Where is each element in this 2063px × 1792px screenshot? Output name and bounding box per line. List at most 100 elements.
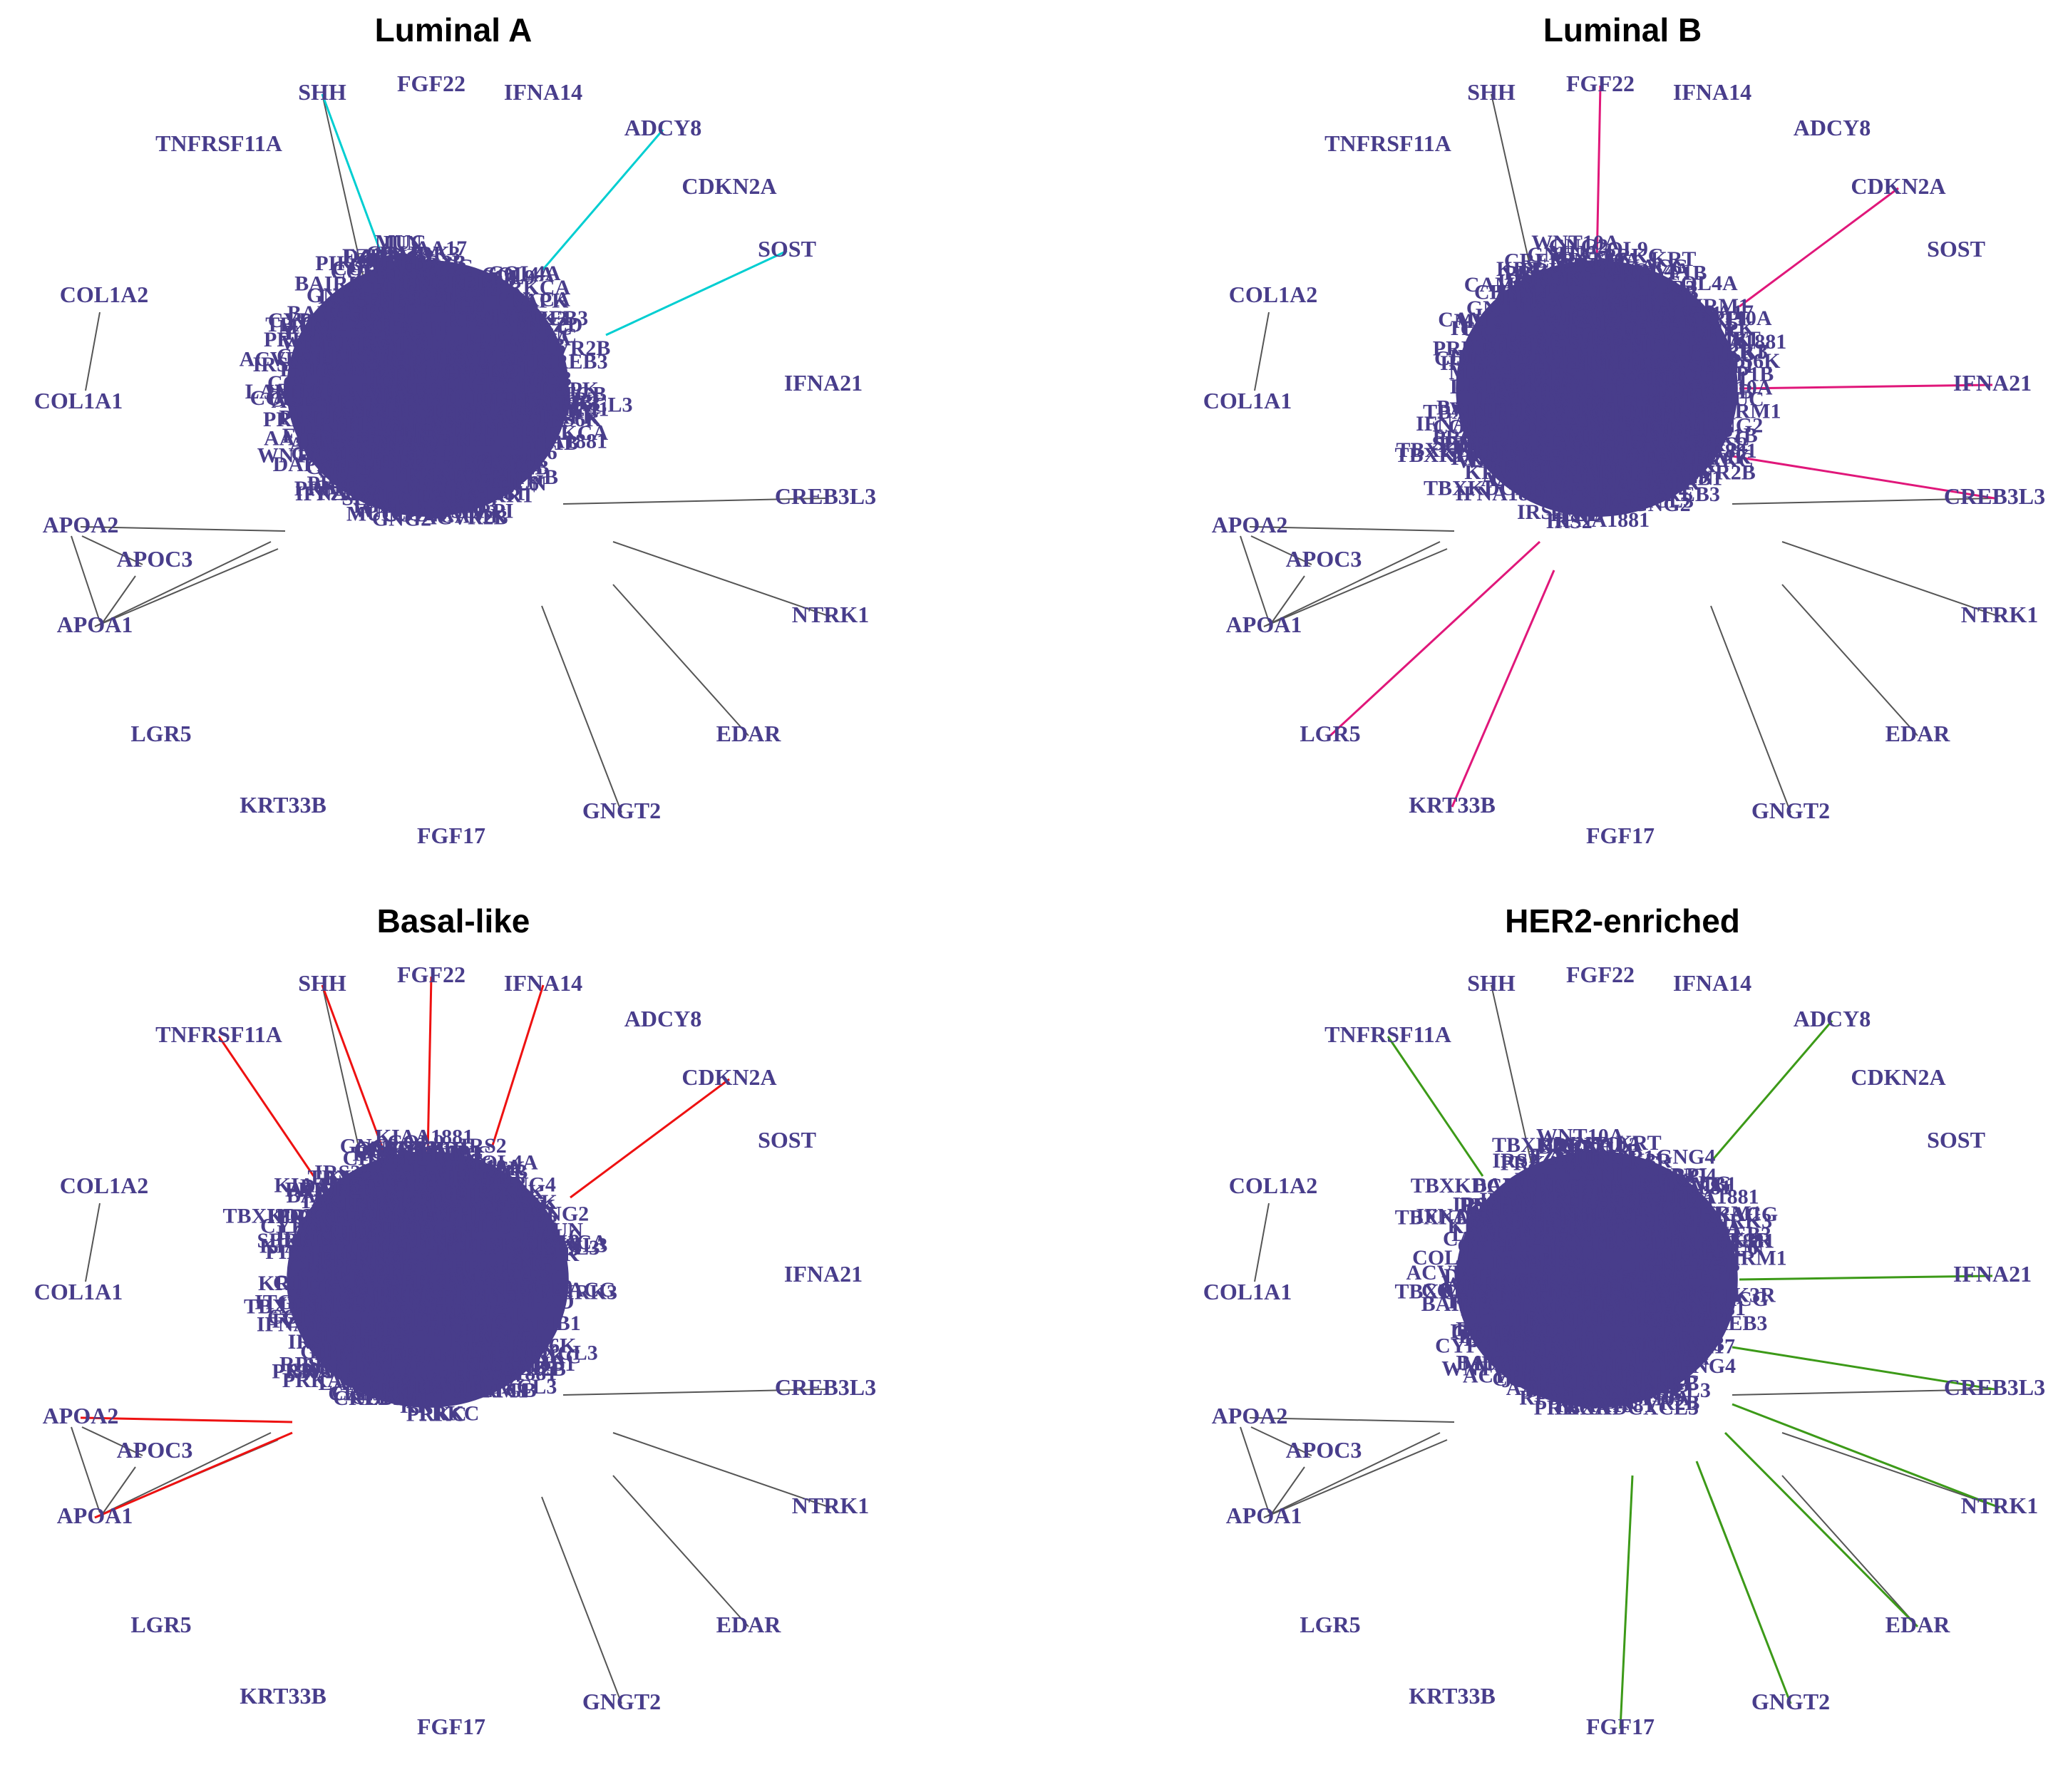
hub-node-label: IFNA1881: [422, 469, 517, 493]
hub-node-label: JUN: [1536, 478, 1578, 501]
hub-node-label: PRKC: [263, 408, 324, 431]
hub-node-label: ACVR2B: [1612, 281, 1699, 304]
hub-node-label: COL6: [1634, 413, 1691, 436]
hub-node-label: DAPK: [539, 406, 600, 429]
gene-node-tnfrsf11a: TNFRSF11A: [1324, 130, 1451, 156]
gene-node-ntrk1: NTRK1: [1961, 602, 2038, 627]
hub-node-label: KRT: [557, 388, 602, 411]
hub-node-label: BAIRK3: [294, 272, 375, 296]
hub-node-label: LAMB1: [393, 438, 468, 462]
hub-node-label: PRKCA: [1638, 352, 1714, 376]
hub-node-label: MUC: [375, 230, 426, 254]
hub-node-label: IFNA1881: [396, 279, 490, 303]
hub-node-label: FZD: [458, 365, 501, 388]
hub-node-label: GNG2: [391, 344, 451, 367]
hub-node-label: PRKACG: [1607, 443, 1700, 466]
edge: [94, 541, 272, 627]
hub-node-label: PRKCA: [387, 283, 463, 307]
hub-node-label: FZD: [411, 446, 454, 470]
hub-node-label: RPS6K: [485, 1232, 553, 1256]
hub-node-label: PRKCA: [302, 330, 378, 354]
hub-node-label: SERPI: [359, 277, 422, 301]
hub-node-label: MUC: [1461, 1352, 1513, 1376]
hub-node-label: IFNA1881: [292, 406, 386, 429]
gene-node-apoc3: APOC3: [1286, 546, 1362, 572]
gene-node-ifna21: IFNA21: [1953, 1261, 2032, 1287]
hub-node-label: PRKC: [512, 316, 572, 340]
hub-node-label: MUC: [497, 370, 548, 393]
hub-node-label: COL6: [329, 303, 386, 326]
gene-node-gngt2: GNGT2: [1751, 1689, 1830, 1714]
highlight-edge-tnfrsf11a: [217, 1036, 315, 1177]
hub-node-label: ACVR2B: [453, 337, 540, 361]
hub-node-label: WNT10A: [257, 444, 346, 468]
hub-node-label: CYP1B: [1556, 443, 1625, 466]
hub-node-label: BAIRK3: [441, 346, 522, 370]
hub-node-label: GNG2: [291, 442, 350, 465]
hub-node-label: CYP1B: [1638, 261, 1707, 284]
hub-node-label: SERPI: [341, 487, 404, 510]
hub-node-label: AA17: [346, 384, 398, 408]
hub-cluster: ACVR2BIRS2JUNJUNCREB3PRKCBAIRK3AA17CYP1B…: [1395, 1124, 1787, 1419]
gene-node-col1a1: COL1A1: [34, 388, 123, 413]
hub-node-label: TBXKDCXCL3: [1550, 304, 1697, 328]
hub-node-label: SERPI: [389, 1270, 451, 1293]
hub-node-label: PRKC: [356, 447, 416, 470]
hub-node-label: KIAA1881: [450, 1329, 548, 1352]
hub-node-label: CHRM1: [381, 419, 460, 443]
hub-node-label: IFNA1881: [1555, 508, 1650, 532]
hub-node-label: CYP1B: [327, 1318, 396, 1342]
hub-node-label: PRKACG: [1433, 337, 1526, 361]
hub-node-label: AA17: [499, 349, 551, 373]
gene-node-gngt2: GNGT2: [582, 798, 661, 823]
hub-node-label: CAMK: [1576, 336, 1645, 360]
hub-node-label: IFNA1881: [1543, 460, 1638, 484]
hub-node-label: IFNA1881: [343, 399, 438, 423]
hub-node-label: PRKCA: [463, 307, 540, 330]
hub-node-label: COL6: [512, 393, 569, 417]
hub-node-label: COL4A: [498, 327, 571, 351]
hub-node-label: CAMK: [1570, 442, 1639, 465]
hub-node-label: BAIRK3: [443, 410, 524, 433]
hub-node-label: ACVR2B: [381, 269, 468, 293]
hub-node-label: CREB3: [470, 1276, 540, 1299]
edge: [81, 535, 143, 565]
hub-node-label: MUC: [346, 503, 398, 526]
hub-node-label: GNG4: [1466, 297, 1526, 320]
gene-node-tnfrsf11a: TNFRSF11A: [155, 130, 282, 156]
hub-node-label: MUC: [526, 324, 577, 348]
hub-node-label: JUN: [412, 289, 454, 313]
hub-node-label: BAIRK3: [417, 467, 498, 490]
highlight-edge-fgf22: [1595, 85, 1602, 264]
hub-node-label: SERPI: [426, 428, 488, 452]
hub-node-label: BAIRK3: [1436, 396, 1517, 420]
hub-node-label: IRS2: [400, 412, 446, 436]
hub-node-label: JUN: [371, 426, 413, 449]
highlight-edge-gngt2: [1695, 1461, 1792, 1704]
hub-node-label: DAPK: [344, 244, 405, 268]
gene-node-adcy8: ADCY8: [1794, 1006, 1871, 1031]
hub-node-label: PRKCA: [307, 472, 383, 495]
hub-node-label: IRS2: [337, 332, 384, 356]
hub-node-label: COL6: [500, 441, 557, 464]
hub-node-label: TBXKDCXCL3: [272, 384, 419, 408]
hub-node-label: ACVR2B: [301, 1227, 388, 1250]
hub-node-label: CHRM1: [398, 488, 476, 511]
hub-node-label: IFNA1881: [295, 482, 390, 505]
hub-node-label: KRT: [453, 465, 499, 488]
highlight-edge-ifna14: [490, 984, 545, 1148]
gene-node-lgr5: LGR5: [1300, 1612, 1360, 1637]
hub-node-label: CREB3: [518, 307, 588, 330]
hub-node-label: GNG2: [379, 253, 438, 277]
hub-node-label: LAMB1: [345, 337, 420, 361]
hub-node-label: GNG2: [386, 418, 445, 441]
hub-node-label: DAPK: [418, 484, 480, 508]
panel-title: HER2-enriched: [1505, 902, 1740, 939]
hub-node-label: AA17: [438, 467, 490, 490]
hub-node-label: AA17: [403, 381, 456, 404]
edge: [1254, 1203, 1270, 1282]
hub-node-label: FZD: [342, 244, 385, 268]
hub-cluster: IRS2COL9GNG2TBXKDCXCL3GNG2KIAA1881COL9GN…: [223, 1125, 617, 1426]
hub-node-label: SERPI: [354, 248, 417, 272]
hub-node-label: CAMK: [404, 428, 473, 452]
